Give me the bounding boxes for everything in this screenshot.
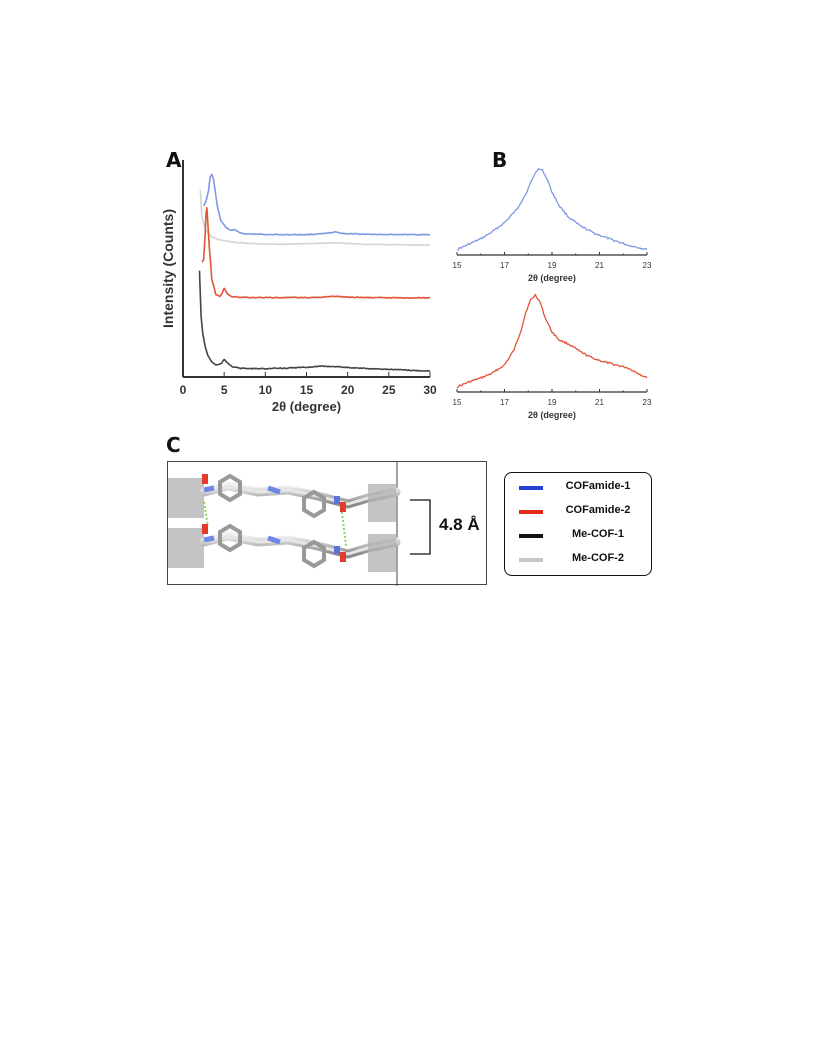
legend-item-cofamide-1: COFamide-1: [515, 479, 645, 497]
x-tick-label: 21: [595, 398, 604, 407]
series-line-cofamide-2: [201, 206, 431, 299]
series-line-cofamide-1: [456, 168, 648, 251]
y-axis-label: Intensity (Counts): [160, 209, 176, 328]
legend-swatch: [519, 486, 543, 490]
legend-label: Me-COF-2: [572, 552, 624, 564]
x-tick-label: 17: [500, 261, 509, 270]
panel-label-b: B: [492, 148, 508, 172]
x-tick-label: 15: [453, 261, 462, 270]
x-tick-label: 5: [221, 383, 228, 397]
panel-label-a: A: [166, 148, 182, 172]
legend-label: Me-COF-1: [572, 528, 624, 540]
x-tick-label: 20: [341, 383, 355, 397]
legend-swatch: [519, 558, 543, 562]
x-tick-label: 19: [548, 261, 557, 270]
legend-swatch: [519, 510, 543, 514]
x-tick-label: 17: [500, 398, 509, 407]
stacking-structure-image: 4.8 Å: [167, 461, 487, 586]
series-line-me-cof-2: [199, 190, 431, 246]
x-axis-label: 2θ (degree): [528, 410, 576, 420]
x-tick-label: 15: [300, 383, 314, 397]
x-tick-label: 30: [423, 383, 437, 397]
series-line-cofamide-2: [456, 293, 648, 389]
x-tick-label: 23: [643, 398, 652, 407]
legend-item-cofamide-2: COFamide-2: [515, 503, 645, 521]
legend-label: COFamide-2: [565, 504, 631, 516]
x-tick-label: 19: [548, 398, 557, 407]
x-tick-label: 25: [382, 383, 396, 397]
x-tick-label: 0: [180, 383, 187, 397]
x-tick-label: 15: [453, 398, 462, 407]
molecular-structure-drawing: [168, 462, 431, 586]
legend-swatch: [519, 534, 543, 538]
panel-label-c: C: [166, 433, 181, 457]
x-axis-label: 2θ (degree): [528, 273, 576, 283]
interlayer-spacing-label: 4.8 Å: [439, 515, 480, 534]
x-tick-label: 10: [259, 383, 273, 397]
legend-item-me-cof-2: Me-COF-2: [515, 551, 645, 569]
x-tick-label: 23: [643, 261, 652, 270]
series-line-cofamide-1: [202, 173, 431, 236]
legend-label: COFamide-1: [565, 480, 631, 492]
series-line-me-cof-1: [198, 270, 431, 372]
x-axis-label: 2θ (degree): [272, 399, 341, 414]
x-tick-label: 21: [595, 261, 604, 270]
legend-item-me-cof-1: Me-COF-1: [515, 527, 645, 545]
legend: COFamide-1 COFamide-2 Me-COF-1 Me-COF-2: [504, 472, 652, 576]
